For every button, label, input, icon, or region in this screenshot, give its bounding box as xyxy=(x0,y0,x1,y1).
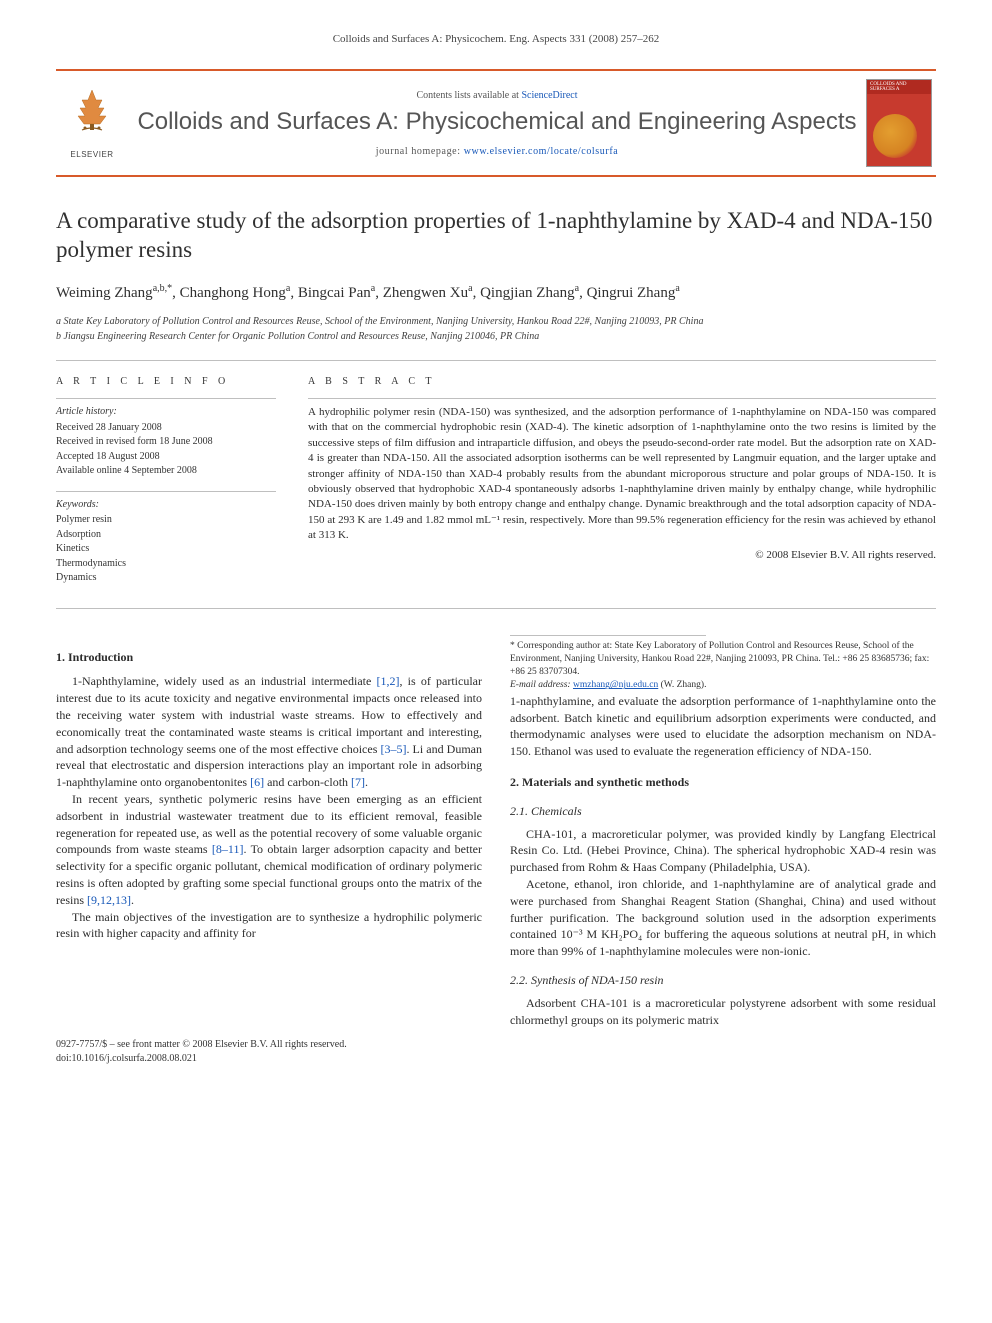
sec1-para2: In recent years, synthetic polymeric res… xyxy=(56,791,482,909)
abstract-head: A B S T R A C T xyxy=(308,375,936,389)
history-online: Available online 4 September 2008 xyxy=(56,464,276,479)
sec22-para1: Adsorbent CHA-101 is a macroreticular po… xyxy=(510,995,936,1029)
rule-bottom xyxy=(56,608,936,609)
article-history-label: Article history: xyxy=(56,405,276,420)
keywords-label: Keywords: xyxy=(56,498,276,513)
info-abstract-row: A R T I C L E I N F O Article history: R… xyxy=(56,361,936,608)
footnote-corr: * Corresponding author at: State Key Lab… xyxy=(510,640,936,680)
sec1-para1: 1-Naphthylamine, widely used as an indus… xyxy=(56,673,482,791)
journal-name: Colloids and Surfaces A: Physicochemical… xyxy=(136,108,858,137)
keyword-4: Thermodynamics xyxy=(56,557,276,572)
footnote-email-line: E-mail address: wmzhang@nju.edu.cn (W. Z… xyxy=(510,679,936,692)
page-footer: 0927-7757/$ – see front matter © 2008 El… xyxy=(56,1038,936,1066)
journal-homepage-link[interactable]: www.elsevier.com/locate/colsurfa xyxy=(464,146,619,157)
footnote-email-link[interactable]: wmzhang@nju.edu.cn xyxy=(573,680,658,690)
article-title: A comparative study of the adsorption pr… xyxy=(56,207,936,265)
body-two-column: 1. Introduction 1-Naphthylamine, widely … xyxy=(56,635,936,1031)
keyword-3: Kinetics xyxy=(56,542,276,557)
homepage-prefix: journal homepage: xyxy=(376,146,464,157)
masthead-center: Contents lists available at ScienceDirec… xyxy=(128,89,866,159)
cover-thumb-label: COLLOIDS AND SURFACES A xyxy=(867,80,931,94)
footer-issn: 0927-7757/$ – see front matter © 2008 El… xyxy=(56,1038,347,1052)
contents-prefix: Contents lists available at xyxy=(416,90,521,101)
sec21-para2: Acetone, ethanol, iron chloride, and 1-n… xyxy=(510,876,936,960)
abstract-text: A hydrophilic polymer resin (NDA-150) wa… xyxy=(308,405,936,544)
corresponding-author-footnote: * Corresponding author at: State Key Lab… xyxy=(510,636,936,693)
info-rule-2 xyxy=(56,491,276,492)
authors-line: Weiming Zhanga,b,*, Changhong Honga, Bin… xyxy=(56,282,936,303)
publisher-logo-block: ELSEVIER xyxy=(56,86,128,161)
article-info-head: A R T I C L E I N F O xyxy=(56,375,276,389)
keyword-5: Dynamics xyxy=(56,571,276,586)
contents-available-line: Contents lists available at ScienceDirec… xyxy=(136,89,858,103)
footer-doi: doi:10.1016/j.colsurfa.2008.08.021 xyxy=(56,1052,347,1066)
footnote-email-label: E-mail address: xyxy=(510,680,571,690)
section-2-head: 2. Materials and synthetic methods xyxy=(510,774,936,791)
abstract-rule xyxy=(308,398,936,399)
affiliation-a: a State Key Laboratory of Pollution Cont… xyxy=(56,314,936,329)
journal-cover-thumb: COLLOIDS AND SURFACES A xyxy=(866,79,936,169)
affiliation-b: b Jiangsu Engineering Research Center fo… xyxy=(56,329,936,344)
section-1-head: 1. Introduction xyxy=(56,649,482,666)
publisher-name: ELSEVIER xyxy=(56,150,128,161)
sec21-para1: CHA-101, a macroreticular polymer, was p… xyxy=(510,826,936,876)
abstract-column: A B S T R A C T A hydrophilic polymer re… xyxy=(308,375,936,598)
sec1-para3: The main objectives of the investigation… xyxy=(56,909,482,943)
masthead: ELSEVIER Contents lists available at Sci… xyxy=(56,69,936,177)
keyword-1: Polymer resin xyxy=(56,513,276,528)
journal-homepage-line: journal homepage: www.elsevier.com/locat… xyxy=(136,145,858,159)
section-2-2-head: 2.2. Synthesis of NDA-150 resin xyxy=(510,972,936,989)
history-revised: Received in revised form 18 June 2008 xyxy=(56,435,276,450)
section-2-1-head: 2.1. Chemicals xyxy=(510,803,936,820)
sec1-para3-cont: 1-naphthylamine, and evaluate the adsorp… xyxy=(510,693,936,760)
history-accepted: Accepted 18 August 2008 xyxy=(56,450,276,465)
info-rule-1 xyxy=(56,398,276,399)
history-received: Received 28 January 2008 xyxy=(56,421,276,436)
footnote-email-suffix: (W. Zhang). xyxy=(661,680,707,690)
article-info-column: A R T I C L E I N F O Article history: R… xyxy=(56,375,276,598)
running-head: Colloids and Surfaces A: Physicochem. En… xyxy=(56,32,936,47)
sciencedirect-link[interactable]: ScienceDirect xyxy=(521,90,577,101)
elsevier-tree-icon xyxy=(62,86,122,150)
affiliations: a State Key Laboratory of Pollution Cont… xyxy=(56,314,936,344)
keyword-2: Adsorption xyxy=(56,528,276,543)
abstract-copyright: © 2008 Elsevier B.V. All rights reserved… xyxy=(308,548,936,563)
